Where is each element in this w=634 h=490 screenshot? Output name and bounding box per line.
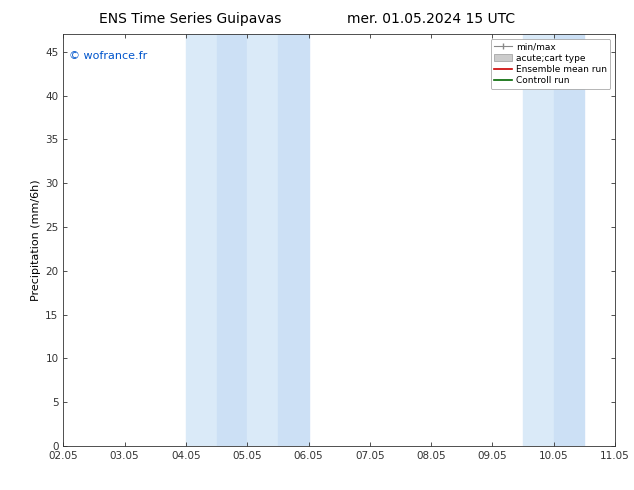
Legend: min/max, acute;cart type, Ensemble mean run, Controll run: min/max, acute;cart type, Ensemble mean … [491, 39, 611, 89]
Bar [186, 34, 217, 446]
Y-axis label: Precipitation (mm/6h): Precipitation (mm/6h) [31, 179, 41, 301]
Bar [247, 34, 278, 446]
Text: © wofrance.fr: © wofrance.fr [69, 51, 147, 61]
Bar [217, 34, 247, 446]
Bar [553, 34, 585, 446]
Bar [278, 34, 309, 446]
Text: mer. 01.05.2024 15 UTC: mer. 01.05.2024 15 UTC [347, 12, 515, 26]
Text: ENS Time Series Guipavas: ENS Time Series Guipavas [99, 12, 281, 26]
Bar [523, 34, 553, 446]
